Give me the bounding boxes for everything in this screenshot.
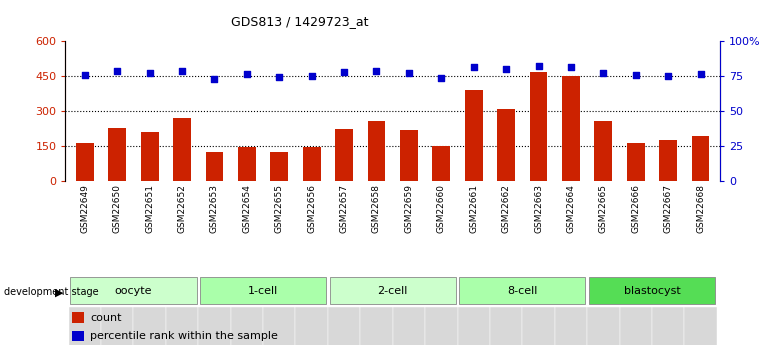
Bar xyxy=(620,307,652,345)
Text: 8-cell: 8-cell xyxy=(507,286,537,296)
FancyBboxPatch shape xyxy=(589,277,715,304)
Bar xyxy=(587,307,620,345)
Bar xyxy=(101,307,133,345)
Point xyxy=(338,69,350,75)
Bar xyxy=(554,307,587,345)
Point xyxy=(630,72,642,78)
Bar xyxy=(425,307,457,345)
Point xyxy=(111,68,123,74)
Point xyxy=(79,72,91,78)
Bar xyxy=(393,307,425,345)
Point xyxy=(209,76,221,81)
Bar xyxy=(490,307,522,345)
Bar xyxy=(328,307,360,345)
Bar xyxy=(72,312,84,323)
Text: percentile rank within the sample: percentile rank within the sample xyxy=(90,331,278,341)
Bar xyxy=(166,307,199,345)
Point xyxy=(435,75,447,81)
Text: development stage: development stage xyxy=(4,287,99,297)
Point xyxy=(403,70,415,76)
Bar xyxy=(685,307,717,345)
Bar xyxy=(263,307,296,345)
Bar xyxy=(238,147,256,181)
Text: ▶: ▶ xyxy=(55,287,63,297)
FancyBboxPatch shape xyxy=(70,277,196,304)
Point xyxy=(467,64,480,70)
Text: GDS813 / 1429723_at: GDS813 / 1429723_at xyxy=(231,14,369,28)
Bar xyxy=(270,152,288,181)
Bar xyxy=(652,307,685,345)
Point xyxy=(241,71,253,77)
Point xyxy=(370,68,383,74)
Point xyxy=(598,70,610,76)
Point xyxy=(306,73,318,79)
Bar xyxy=(133,307,166,345)
Point xyxy=(500,67,512,72)
FancyBboxPatch shape xyxy=(330,277,456,304)
Point xyxy=(695,72,707,77)
Bar xyxy=(433,146,450,181)
Bar xyxy=(141,132,159,181)
Bar xyxy=(465,90,483,181)
Bar xyxy=(400,130,418,181)
Bar xyxy=(206,152,223,181)
Bar xyxy=(231,307,263,345)
FancyBboxPatch shape xyxy=(200,277,326,304)
Bar xyxy=(199,307,231,345)
Bar xyxy=(109,128,126,181)
Bar xyxy=(522,307,554,345)
Point xyxy=(564,64,577,70)
Bar xyxy=(296,307,328,345)
Text: blastocyst: blastocyst xyxy=(624,286,680,296)
Bar xyxy=(497,109,515,181)
Bar xyxy=(530,72,547,181)
Text: 2-cell: 2-cell xyxy=(377,286,408,296)
Point xyxy=(143,70,156,76)
Point xyxy=(176,68,188,73)
Bar xyxy=(360,307,393,345)
FancyBboxPatch shape xyxy=(459,277,585,304)
Point xyxy=(662,73,675,78)
Text: oocyte: oocyte xyxy=(115,286,152,296)
Bar xyxy=(335,129,353,181)
Bar xyxy=(173,118,191,181)
Text: 1-cell: 1-cell xyxy=(248,286,278,296)
Bar xyxy=(562,76,580,181)
Text: count: count xyxy=(90,313,122,323)
Bar xyxy=(691,136,709,181)
Bar xyxy=(367,120,386,181)
Bar xyxy=(659,140,677,181)
Bar xyxy=(627,143,644,181)
Point xyxy=(273,75,286,80)
Bar xyxy=(594,120,612,181)
Bar xyxy=(69,307,101,345)
Bar xyxy=(76,143,94,181)
Point xyxy=(532,63,544,69)
Bar xyxy=(303,147,320,181)
Bar xyxy=(457,307,490,345)
Bar xyxy=(72,331,84,341)
